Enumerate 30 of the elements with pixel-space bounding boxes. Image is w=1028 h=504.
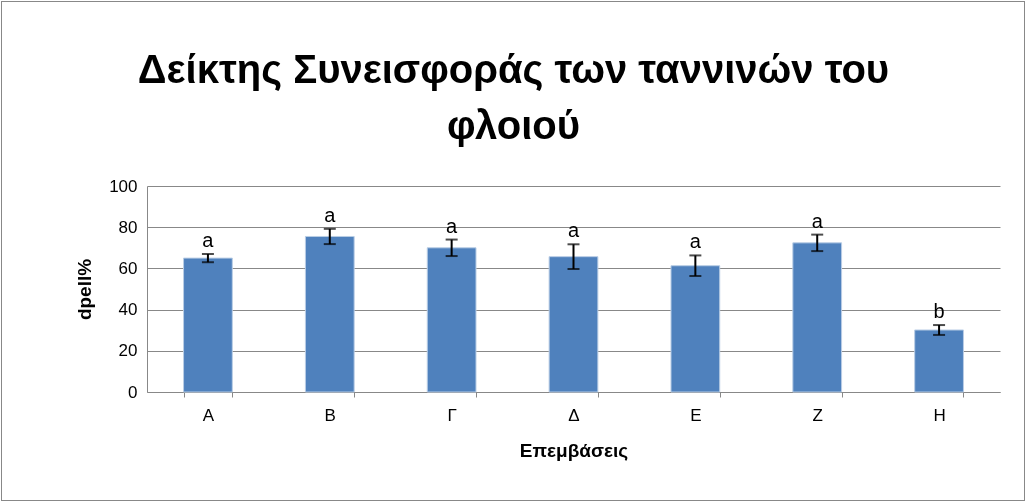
- x-tick-label: Α: [202, 405, 215, 425]
- bar: [792, 242, 843, 393]
- y-tick-label: 60: [118, 258, 138, 278]
- y-tick-label: 40: [118, 300, 138, 320]
- bar: [548, 256, 599, 393]
- annotation: b: [933, 300, 945, 323]
- annotation: a: [811, 209, 824, 232]
- x-axis-title: Επεμβάσεις: [519, 439, 629, 461]
- annotation: a: [689, 230, 702, 253]
- chart-title: Δείκτης Συνεισφοράς των ταννινών του φλοιού: [137, 47, 890, 147]
- x-tick-label: Η: [933, 405, 946, 425]
- annotation: a: [202, 228, 215, 251]
- annotation: a: [324, 203, 337, 226]
- y-axis-title: dpell%: [74, 258, 96, 321]
- x-tick-label: Γ: [447, 405, 457, 425]
- x-tick-label: Ε: [690, 405, 702, 425]
- y-tick-label: 20: [118, 341, 138, 361]
- annotation: a: [446, 214, 459, 237]
- y-tick-label: 80: [118, 217, 138, 237]
- y-tick-label: 100: [109, 176, 138, 196]
- bar: [183, 257, 233, 393]
- y-tick-label: 0: [128, 382, 138, 402]
- x-tick-label: Ζ: [812, 405, 823, 425]
- bar: [914, 329, 964, 393]
- x-tick-label: Β: [324, 405, 336, 425]
- bar: [304, 235, 355, 393]
- bar: [426, 247, 477, 393]
- annotation: a: [567, 219, 580, 242]
- bar: [670, 265, 721, 393]
- x-tick-label: Δ: [568, 405, 580, 425]
